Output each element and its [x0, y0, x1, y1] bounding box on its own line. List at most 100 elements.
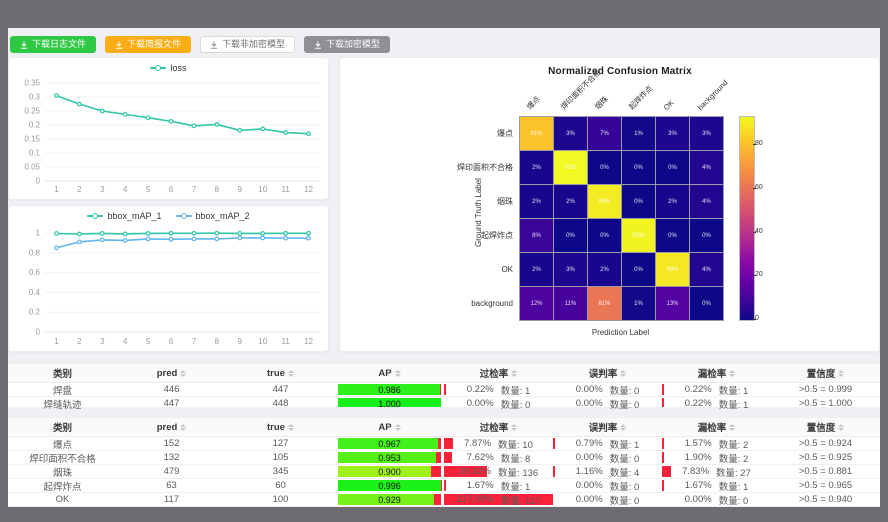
svg-text:7: 7	[192, 337, 197, 346]
overdetect-cell: 117.00% 数量: 117	[444, 493, 553, 506]
matrix-cell: 1%	[622, 287, 655, 320]
column-header-label: 漏检率	[697, 423, 727, 434]
svg-text:0: 0	[36, 328, 41, 337]
matrix-cell: 13%	[656, 287, 689, 320]
rate-value: 7.83%	[682, 466, 710, 477]
column-header-1[interactable]: pred	[117, 364, 226, 382]
matrix-cell: 11%	[554, 287, 587, 320]
matrix-cell-value: 89%	[666, 266, 679, 273]
matrix-cell: 0%	[622, 253, 655, 286]
svg-text:4: 4	[123, 185, 128, 194]
true-cell-value: 345	[272, 466, 289, 477]
ap-value: 0.967	[378, 438, 401, 449]
svg-text:0: 0	[36, 177, 41, 186]
svg-text:1: 1	[54, 185, 59, 194]
true-cell: 448	[226, 397, 335, 410]
rate-value: 0.00%	[575, 494, 603, 505]
rate-value: 0.00%	[466, 398, 494, 409]
column-header-4[interactable]: 过检率	[444, 364, 553, 382]
column-header-label: true	[267, 421, 285, 433]
download-unencrypted-model-button[interactable]: 下载非加密模型	[200, 36, 296, 53]
colorbar-tickmark	[753, 144, 756, 146]
svg-text:7: 7	[192, 185, 197, 194]
category-cell: 爆点	[8, 437, 117, 451]
legend-line-icon	[87, 213, 104, 219]
rate-bar	[444, 494, 553, 505]
column-header-label: 过检率	[479, 423, 509, 434]
sort-carets-icon	[620, 369, 627, 377]
column-header-5[interactable]: 误判率	[553, 364, 662, 382]
column-header-3[interactable]: AP	[335, 364, 444, 382]
rate-value: 0.00%	[575, 398, 603, 409]
column-header-7[interactable]: 置信度	[771, 364, 880, 382]
legend-line-icon	[150, 65, 167, 71]
matrix-cell: 90%	[588, 185, 621, 218]
overdetect-cell: 7.62% 数量: 8	[444, 451, 553, 464]
matrix-cell: 3%	[690, 117, 723, 150]
column-header-4[interactable]: 过检率	[444, 418, 553, 436]
rate-value: 1.67%	[684, 480, 712, 491]
matrix-cell: 92%	[622, 219, 655, 252]
rate-count: 数量: 0	[609, 399, 640, 411]
true-cell: 105	[226, 451, 335, 464]
misjudge-cell: 0.00% 数量: 0	[553, 397, 662, 410]
matrix-cell-value: 0%	[566, 232, 575, 239]
column-header-1[interactable]: pred	[117, 418, 226, 436]
category-cell: 焊盘	[8, 383, 117, 397]
misjudge-cell: 0.00% 数量: 0	[553, 451, 662, 464]
pred-cell: 447	[117, 397, 226, 410]
download-log-label: 下载日志文件	[32, 39, 87, 49]
legend-item-bbox_mAP_1[interactable]: bbox_mAP_1	[87, 211, 162, 221]
column-header-label: 类别	[52, 369, 72, 380]
loss-chart-card: loss 0 0.05 0.1 0.15 0.2 0.25 0.3 0.35 1 2 3 4 5 6 7 8 9…	[8, 57, 329, 200]
ap-bar-fill	[338, 494, 434, 505]
download-report-button[interactable]: 下载简报文件	[105, 36, 192, 53]
rate-count: 数量: 8	[500, 453, 531, 465]
true-cell-value: 100	[272, 494, 289, 505]
rate-count: 数量: 0	[609, 385, 640, 397]
ap-cell: 1.000	[335, 397, 444, 410]
rate-bar	[662, 438, 664, 449]
svg-text:0.6: 0.6	[29, 268, 41, 277]
column-header-5[interactable]: 误判率	[553, 418, 662, 436]
category-cell: OK	[8, 493, 117, 506]
ap-bar-fill	[338, 452, 437, 463]
table-row: OK 117 100 0.929 117.00% 数量: 117 0.00% 数量: 0 0.0…	[8, 493, 880, 507]
summary-table-defects: 类别 pred true AP 过检率 误判率 漏检率 置信度 爆点 152 127 0.967 7.8…	[8, 417, 880, 507]
true-cell: 127	[226, 437, 335, 450]
colorbar-tickmark	[753, 319, 756, 320]
matrix-col-label: OK	[661, 97, 676, 112]
missdetect-cell: 7.83% 数量: 27	[662, 465, 771, 478]
matrix-cell: 1%	[622, 117, 655, 150]
column-header-2[interactable]: true	[226, 418, 335, 436]
rate-value: 7.87%	[464, 438, 492, 449]
column-header-6[interactable]: 漏检率	[662, 364, 771, 382]
ap-cell: 0.900	[335, 465, 444, 478]
pred-cell-value: 479	[163, 466, 180, 477]
column-header-label: 误判率	[588, 369, 618, 380]
matrix-cell-value: 0%	[600, 164, 609, 171]
rate-bar	[662, 452, 665, 463]
column-header-7[interactable]: 置信度	[771, 418, 880, 436]
legend-item-bbox_mAP_2[interactable]: bbox_mAP_2	[175, 211, 250, 221]
download-log-button[interactable]: 下载日志文件	[10, 36, 97, 53]
matrix-cell: 4%	[690, 253, 723, 286]
download-encrypted-model-button[interactable]: 下载加密模型	[304, 36, 391, 53]
column-header-label: 置信度	[806, 423, 836, 434]
matrix-cell: 61%	[588, 287, 621, 320]
confusion-matrix-heatmap: 81% 3% 7% 1% 3% 3% 2% 93% 0% 0% 0% 4% 2% 2% 90% 0% 2% 4% 8…	[519, 116, 724, 321]
confidence-cell-value: >0.5 = 0.940	[798, 494, 853, 505]
column-header-6[interactable]: 漏检率	[662, 418, 771, 436]
column-header-2[interactable]: true	[226, 364, 335, 382]
svg-text:1: 1	[36, 229, 41, 238]
category-cell-value: 烟珠	[52, 467, 72, 479]
svg-text:5: 5	[146, 337, 151, 346]
legend-item-loss[interactable]: loss	[150, 63, 187, 73]
overdetect-cell: 39.42% 数量: 136	[444, 465, 553, 478]
true-cell: 60	[226, 479, 335, 492]
true-cell-value: 447	[272, 384, 289, 395]
misjudge-cell: 0.00% 数量: 0	[553, 479, 662, 492]
pred-cell: 479	[117, 465, 226, 478]
ap-bar-remainder	[437, 438, 441, 449]
column-header-3[interactable]: AP	[335, 418, 444, 436]
